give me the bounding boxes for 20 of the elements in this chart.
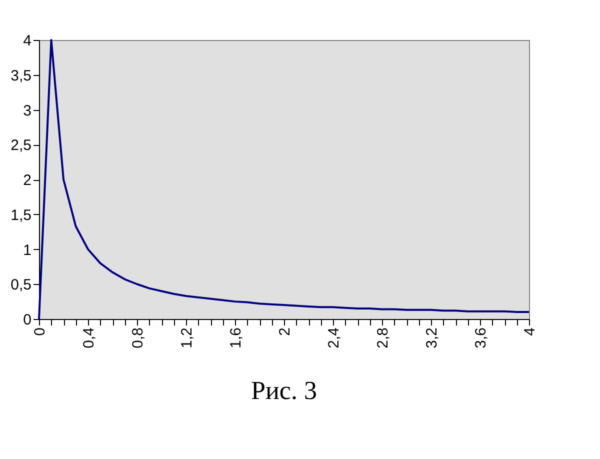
x-tick-label: 0,4: [80, 328, 98, 348]
y-tick-label: 4: [23, 32, 32, 50]
x-tick-label: 1,6: [228, 328, 244, 348]
x-tick-label: 2: [276, 328, 294, 336]
text: Рис. 3: [251, 376, 317, 405]
y-tick-label: 1,5: [10, 206, 32, 224]
y-tick-label: 3,5: [10, 67, 32, 84]
y-tick-label: 2: [23, 172, 32, 189]
x-tick-label: 0,8: [130, 328, 146, 348]
x-tick-label: 0: [32, 328, 48, 336]
x-tick-label: 4: [522, 328, 538, 336]
x-tick-label: 3,2: [424, 328, 440, 348]
x-tick-label: 2,8: [374, 328, 392, 348]
y-tick-label: 3: [23, 102, 32, 120]
x-tick-label: 3,6: [472, 328, 490, 348]
x-tick-label: 1,2: [178, 328, 196, 348]
y-tick-label: 0,5: [10, 276, 32, 294]
y-tick-label: 1: [23, 242, 32, 259]
x-tick-label: 2,4: [326, 328, 342, 348]
y-tick-label: 2,5: [10, 137, 32, 154]
